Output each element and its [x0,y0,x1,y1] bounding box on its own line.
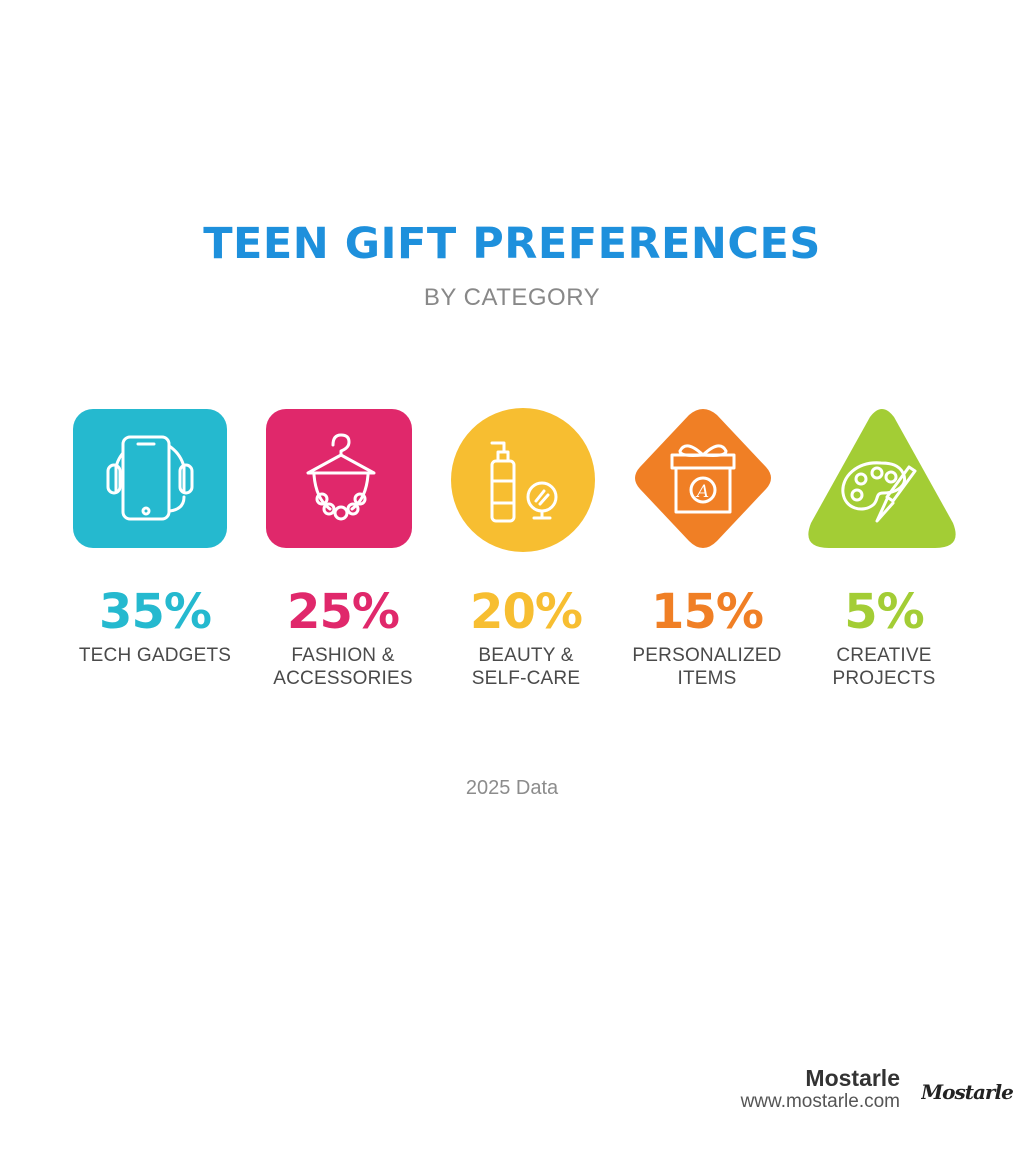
paint-palette-icon [808,409,956,548]
label-line: ACCESSORIES [273,668,413,689]
hanger-necklace-icon [266,409,412,548]
percent-tech-gadgets: 35% [99,584,212,640]
label-line: TECH GADGETS [78,645,232,666]
page-title: TEEN GIFT PREFERENCES [203,219,821,269]
label-beauty-self-care: BEAUTY & SELF-CARE [441,644,611,690]
category-chart: A 35% 25% 20% 15% 5% TECH GADGETS FASHIO… [70,408,969,690]
percent-fashion-accessories: 25% [287,584,400,640]
label-creative-projects: CREATIVE PROJECTS [799,644,969,690]
label-fashion-accessories: FASHION & ACCESSORIES [258,644,428,690]
label-personalized-items: PERSONALIZED ITEMS [622,644,792,690]
lotion-mirror-icon [451,408,595,552]
smartphone-headphones-icon [73,409,227,548]
percent-personalized-items: 15% [651,584,764,640]
label-tech-gadgets: TECH GADGETS [70,644,240,667]
label-line: SELF-CARE [471,668,581,689]
label-line: ITEMS [677,668,737,689]
label-line: FASHION & [291,645,395,666]
label-line: PERSONALIZED [632,645,782,666]
percent-creative-projects: 5% [844,584,925,640]
label-line: PROJECTS [832,668,936,689]
gift-box-icon: A [635,409,771,548]
percent-beauty-self-care: 20% [470,584,583,640]
page-subtitle: BY CATEGORY [423,284,601,311]
data-year-note: 2025 Data [465,777,559,799]
label-line: BEAUTY & [478,645,574,666]
gift-monogram-glyph: A [695,482,709,502]
label-line: CREATIVE [836,645,932,666]
brand-block: Mostarle www.mostarle.com [741,1065,900,1113]
brand-url: www.mostarle.com [740,1091,900,1112]
brand-logo: Mostarle [921,1080,1014,1104]
brand-name: Mostarle [805,1065,900,1091]
